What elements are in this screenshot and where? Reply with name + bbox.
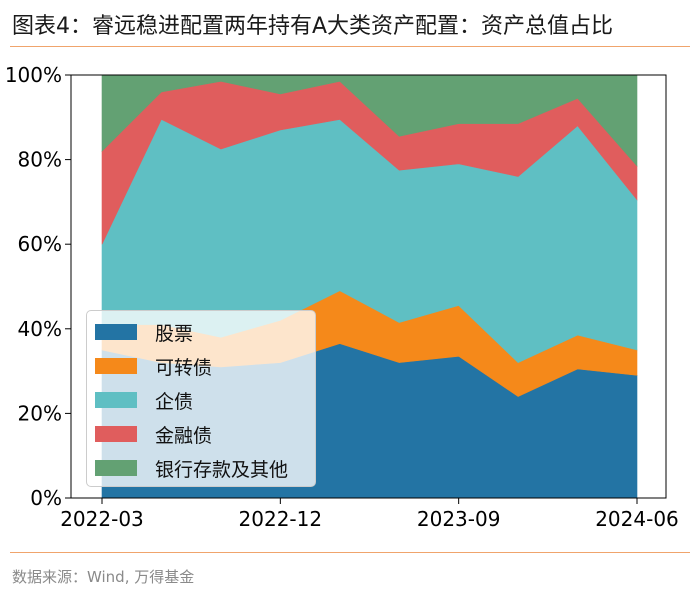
legend-item-deposits-other: 银行存款及其他 [95, 453, 288, 483]
legend-swatch-convertible [95, 358, 137, 374]
legend-swatch-deposits-other [95, 460, 137, 476]
legend-item-stock: 股票 [95, 317, 193, 347]
y-tick-label: 60% [18, 232, 62, 256]
legend-label-deposits-other: 银行存款及其他 [155, 458, 289, 481]
legend-swatch-stock [95, 324, 137, 340]
legend-item-corporate-bond: 企债 [95, 385, 193, 415]
legend-swatch-corporate-bond [95, 392, 137, 408]
legend-label-stock: 股票 [155, 322, 194, 345]
legend: 股票 可转债 企债 金融债 银行存款及其他 [86, 310, 316, 487]
legend-item-financial-bond: 金融债 [95, 419, 212, 449]
y-tick-label: 100% [5, 63, 62, 87]
x-tick-label: 2023-09 [417, 507, 501, 531]
y-tick-label: 20% [18, 401, 62, 425]
footer-divider [10, 552, 690, 553]
legend-label-financial-bond: 金融债 [155, 424, 213, 447]
x-tick-label: 2022-12 [239, 507, 323, 531]
x-tick-label: 2022-03 [60, 507, 144, 531]
plot-frame [70, 74, 667, 499]
legend-label-convertible: 可转债 [155, 356, 213, 379]
legend-label-corporate-bond: 企债 [155, 390, 194, 413]
x-tick-label: 2024-06 [595, 507, 679, 531]
y-tick-label: 0% [30, 486, 62, 510]
legend-swatch-financial-bond [95, 426, 137, 442]
chart-title: 图表4：睿远稳进配置两年持有A大类资产配置：资产总值占比 [12, 14, 614, 39]
y-tick-label: 80% [18, 148, 62, 172]
legend-item-convertible: 可转债 [95, 351, 212, 381]
data-source-note: 数据来源：Wind, 万得基金 [12, 568, 195, 586]
axes: 0% 20% 40% 60% 80% 100% 2022-03 2022-12 2023-09 2… [5, 63, 679, 531]
title-divider [10, 46, 690, 47]
y-tick-label: 40% [18, 317, 62, 341]
